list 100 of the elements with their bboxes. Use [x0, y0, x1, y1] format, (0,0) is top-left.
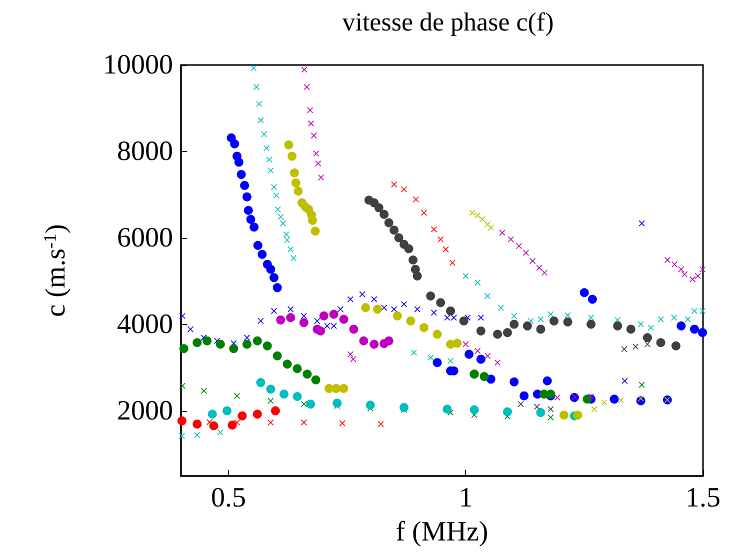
point: [244, 206, 253, 215]
point: [250, 65, 257, 72]
point: [394, 233, 404, 242]
point: [442, 404, 452, 414]
point: [480, 372, 489, 382]
point: [268, 398, 274, 404]
point: [401, 186, 408, 192]
point: [484, 352, 491, 359]
point: [209, 421, 218, 430]
point: [626, 324, 636, 334]
point: [664, 257, 670, 264]
point: [242, 340, 252, 349]
point: [229, 344, 238, 354]
point: [444, 314, 450, 321]
point: [510, 377, 519, 386]
point: [564, 312, 571, 318]
point: [419, 323, 428, 332]
point: [638, 220, 645, 226]
point: [452, 338, 462, 348]
point: [370, 340, 379, 349]
point: [690, 324, 699, 334]
point: [290, 255, 296, 262]
point: [291, 178, 300, 188]
y-tick-label: 6000: [117, 222, 173, 254]
point: [256, 378, 266, 388]
y-tick-label: 8000: [117, 136, 173, 168]
point: [588, 394, 594, 400]
point: [349, 324, 358, 334]
point: [372, 304, 382, 314]
point: [234, 158, 244, 167]
point: [300, 401, 307, 408]
point: [380, 210, 389, 219]
point: [484, 292, 491, 299]
point: [508, 236, 514, 242]
point: [516, 243, 522, 250]
point: [671, 341, 680, 350]
point: [262, 341, 272, 350]
point: [412, 271, 422, 280]
point: [279, 390, 288, 399]
point: [292, 392, 302, 402]
x-tick-label: 1.5: [686, 482, 720, 514]
point: [253, 84, 260, 90]
point: [374, 203, 384, 212]
point: [361, 303, 370, 312]
point: [286, 313, 296, 322]
point: [684, 316, 691, 322]
point: [426, 291, 436, 300]
point: [266, 384, 276, 394]
point: [332, 398, 342, 408]
point: [446, 306, 456, 316]
point: [273, 192, 280, 198]
point: [436, 298, 446, 308]
point: [404, 244, 414, 254]
point: [300, 312, 307, 319]
point: [217, 429, 224, 436]
point: [222, 406, 232, 416]
point: [559, 410, 568, 420]
point: [536, 324, 546, 334]
point: [406, 316, 416, 326]
point: [476, 354, 486, 364]
point: [573, 410, 582, 420]
point: [311, 375, 320, 384]
point: [408, 256, 418, 265]
point: [350, 356, 356, 362]
point: [292, 364, 302, 374]
point: [252, 336, 262, 346]
point: [194, 432, 200, 438]
point: [638, 321, 644, 328]
point: [474, 280, 481, 286]
point: [622, 378, 628, 384]
point: [510, 320, 519, 329]
point: [536, 264, 542, 271]
point: [200, 388, 207, 394]
point: [339, 384, 348, 394]
point: [288, 246, 294, 252]
point: [359, 291, 366, 298]
point: [242, 192, 252, 202]
point: [300, 419, 307, 426]
point: [520, 391, 529, 400]
point: [676, 321, 686, 330]
point: [208, 410, 217, 419]
point: [308, 120, 314, 127]
point: [400, 403, 409, 412]
point: [234, 419, 240, 426]
point: [391, 181, 398, 188]
point: [284, 140, 294, 150]
point: [414, 306, 420, 312]
point: [638, 382, 645, 388]
x-axis-title: f (MHz): [396, 516, 488, 548]
point: [288, 152, 297, 161]
point: [700, 308, 706, 314]
point: [339, 314, 348, 324]
point: [192, 420, 202, 429]
x-tick-label: 1: [458, 482, 473, 514]
point: [442, 246, 449, 252]
point: [459, 316, 468, 326]
point: [230, 139, 240, 148]
point: [698, 328, 708, 338]
point: [324, 322, 330, 329]
point: [283, 231, 290, 238]
